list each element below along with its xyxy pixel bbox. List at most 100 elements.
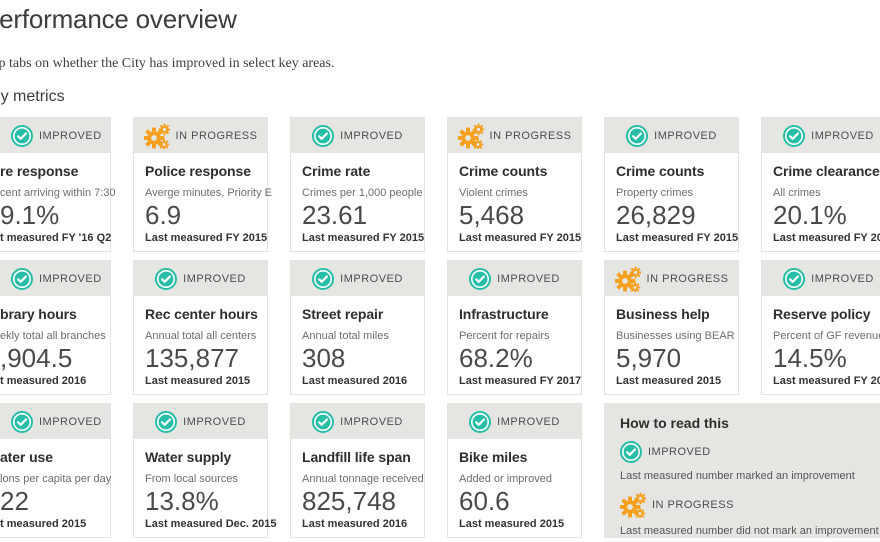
metric-value: 308 [302,343,346,374]
status-badge: IMPROVED [134,261,267,297]
status-label: IMPROVED [811,129,874,142]
metric-value: 23.61 [302,200,368,231]
metric-card[interactable]: IN PROGRESS Crime counts Violent crimes … [447,117,582,253]
status-badge: IMPROVED [605,118,738,154]
status-badge: IMPROVED [0,118,110,154]
check-circle-icon [155,267,178,290]
metric-card[interactable]: IMPROVED Crime counts Property crimes 26… [604,117,739,253]
metric-card[interactable]: IMPROVED ater use lons per capita per da… [0,403,112,539]
metric-card[interactable]: IN PROGRESS Police response Averge minut… [133,117,272,253]
metric-footer: Last measured 2016 [302,518,408,531]
status-badge: IMPROVED [448,404,581,440]
metric-footer: t measured FY '16 Q2 [0,232,112,245]
metric-subtitle: ekly total all branches [0,330,106,343]
status-label: IMPROVED [183,272,246,285]
metric-card[interactable]: IMPROVED Water supply From local sources… [133,403,277,539]
metric-card[interactable]: IMPROVED Street repair Annual total mile… [290,260,425,396]
status-badge: IMPROVED [0,261,110,297]
legend-in-progress-label: IN PROGRESS [652,499,734,512]
metric-title: Street repair [302,306,384,323]
status-badge: IMPROVED [291,404,424,440]
legend-heading: How to read this [620,415,729,432]
page-intro: Keep tabs on whether the City has improv… [0,56,335,72]
metric-card-body: re response cent arriving within 7:30 9.… [0,153,116,245]
metric-footer: Last measured FY 2017 [459,375,582,388]
status-badge: IN PROGRESS [448,118,581,154]
gears-icon [457,123,484,149]
metric-card[interactable]: IMPROVED Infrastructure Percent for repa… [447,260,582,396]
metric-title: ater use [0,449,53,466]
check-circle-icon [312,410,335,433]
metric-subtitle: Crimes per 1,000 people [302,187,423,200]
status-badge: IMPROVED [448,261,581,297]
status-label: IN PROGRESS [489,129,572,142]
metric-card-body: Crime counts Property crimes 26,829 Last… [605,153,738,244]
metric-card[interactable]: IMPROVED Rec center hours Annual total a… [133,260,268,396]
metric-subtitle: All crimes [773,187,821,200]
metric-value: 26,829 [616,200,696,231]
metric-title: Landfill life span [302,449,411,466]
check-circle-icon [11,267,33,290]
check-circle-icon [469,267,492,290]
status-badge: IMPROVED [762,261,880,297]
metric-title: Crime rate [302,163,371,180]
metric-card[interactable]: IMPROVED brary hours ekly total all bran… [0,260,111,396]
metric-subtitle: Added or improved [459,473,552,486]
metric-card-body: Infrastructure Percent for repairs 68.2%… [448,296,581,387]
metric-card[interactable]: IN PROGRESS Business help Businesses usi… [604,260,739,396]
status-label: IMPROVED [183,415,246,428]
metric-footer: Last measured FY 2015 [616,232,739,245]
check-circle-icon [155,410,178,433]
metric-card-body: Water supply From local sources 13.8% La… [134,439,277,531]
metrics-grid: How to read this IMPROVED Last measured … [0,117,880,539]
status-label: IMPROVED [654,129,717,142]
metric-value: 135,877 [145,343,239,374]
metric-value: 20.1% [773,200,847,231]
status-badge: IN PROGRESS [605,261,738,297]
metric-footer: Last measured 2015 [459,518,565,531]
legend-improved-label: IMPROVED [648,446,711,459]
check-circle-icon [620,441,642,464]
metric-card[interactable]: IMPROVED re response cent arriving withi… [0,117,116,253]
status-badge: IN PROGRESS [134,118,267,154]
metric-subtitle: From local sources [145,473,238,486]
status-badge: IMPROVED [0,404,110,440]
metric-card[interactable]: IMPROVED Bike miles Added or improved 60… [447,403,582,539]
legend-item-improved: IMPROVED [620,441,880,464]
metric-card[interactable]: IMPROVED Crime clearance All crimes 20.1… [761,117,880,253]
metric-subtitle: lons per capita per day [0,473,112,486]
status-label: IMPROVED [497,415,560,428]
metric-value: 68.2% [459,343,533,374]
metric-card-body: Street repair Annual total miles 308 Las… [291,296,424,387]
metric-title: Reserve policy [773,306,871,323]
status-label: IMPROVED [39,272,102,285]
metric-card-body: Crime counts Violent crimes 5,468 Last m… [448,153,581,244]
metric-subtitle: Annual total all centers [145,330,257,343]
metric-footer: Last measured 2015 [145,375,251,388]
metric-value: ,904.5 [0,343,73,374]
metric-card-body: ater use lons per capita per day 22 t me… [0,439,112,530]
metric-footer: Last measured Dec. 2015 [145,518,277,531]
check-circle-icon [469,410,492,433]
metric-value: 13.8% [145,486,219,517]
metric-card-body: Crime clearance All crimes 20.1% Last me… [762,153,880,244]
status-badge: IMPROVED [291,118,424,154]
legend-item-in-progress: IN PROGRESS [620,492,880,519]
metric-subtitle: Violent crimes [459,187,528,200]
metric-subtitle: Percent for repairs [459,330,550,343]
metric-card[interactable]: IMPROVED Reserve policy Percent of GF re… [761,260,880,396]
status-badge: IMPROVED [291,261,424,297]
status-label: IN PROGRESS [646,272,729,285]
status-label: IMPROVED [340,415,403,428]
metric-card-body: brary hours ekly total all branches ,904… [0,296,110,387]
section-heading: Key metrics [0,88,65,106]
metric-card[interactable]: IMPROVED Landfill life span Annual tonna… [290,403,425,539]
legend-improved-description: Last measured number marked an improveme… [620,470,855,483]
metric-card-body: Landfill life span Annual tonnage receiv… [291,439,424,530]
metric-card-body: Reserve policy Percent of GF revenue 14.… [762,296,880,387]
metric-card[interactable]: IMPROVED Crime rate Crimes per 1,000 peo… [290,117,425,253]
metric-footer: Last measured FY 2016 [773,375,880,388]
metric-title: Crime clearance [773,163,880,180]
metric-title: Crime counts [459,163,548,180]
